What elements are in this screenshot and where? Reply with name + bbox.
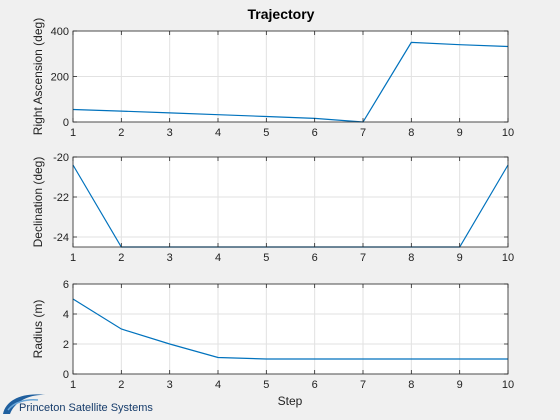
logo-text: Princeton Satellite Systems: [19, 402, 153, 414]
x-tick-label: 1: [70, 252, 76, 264]
x-tick-label: 4: [215, 127, 221, 139]
x-tick-label: 10: [502, 252, 514, 264]
x-tick-label: 5: [263, 379, 269, 391]
x-tick-label: 3: [167, 127, 173, 139]
y-tick-label: 2: [63, 339, 69, 351]
series-line-1: [72, 298, 508, 360]
x-tick-label: 5: [263, 127, 269, 139]
y-tick-label: 0: [63, 369, 69, 381]
x-tick-label: 1: [70, 127, 76, 139]
x-tick-label: 6: [312, 379, 318, 391]
x-tick-label: 7: [360, 127, 366, 139]
x-tick-label: 2: [118, 379, 124, 391]
y-tick-label: -24: [53, 232, 69, 244]
series-line-1: [72, 41, 509, 123]
plot-area: [73, 284, 508, 374]
x-tick-label: 7: [360, 252, 366, 264]
logo-swoosh-accent-icon: [7, 399, 39, 411]
x-tick-label: 8: [408, 127, 414, 139]
x-tick-label: 10: [502, 127, 514, 139]
x-tick-label: 3: [167, 379, 173, 391]
x-tick-label: 9: [457, 252, 463, 264]
subplot-2: 1 2 3 4 5 6 7 8 9 10 -24 -22 -20 Declination (deg): [31, 152, 514, 264]
y-tick-label: -20: [53, 152, 69, 164]
x-tick-label: 4: [215, 379, 221, 391]
y-axis-label: Declination (deg): [31, 157, 45, 248]
y-tick-label: 200: [51, 72, 69, 84]
subplot-3: 1 2 3 4 5 6 7 8 9 10 0 2 4 6 Radius (m): [31, 279, 514, 391]
x-tick-label: 3: [167, 252, 173, 264]
y-axis-label: Right Ascension (deg): [31, 18, 45, 135]
x-tick-label: 10: [502, 379, 514, 391]
x-tick-label: 8: [408, 379, 414, 391]
subplot-1: 1 2 3 4 5 6 7 8 9 10 0 200 400 Right Ascension (deg): [31, 18, 514, 139]
y-tick-label: 4: [63, 309, 69, 321]
axes-box: [72, 283, 509, 375]
y-tick-label: 0: [63, 117, 69, 129]
x-tick-label: 2: [118, 127, 124, 139]
y-tick-label: 400: [51, 26, 69, 38]
x-tick-label: 6: [312, 252, 318, 264]
plot-area: [73, 157, 508, 247]
logo: Princeton Satellite Systems: [3, 394, 153, 414]
y-tick-label: -22: [53, 192, 69, 204]
x-axis-label: Step: [278, 394, 303, 408]
x-tick-label: 9: [457, 127, 463, 139]
x-tick-label: 2: [118, 252, 124, 264]
y-tick-label: 6: [63, 279, 69, 291]
x-tick-label: 5: [263, 252, 269, 264]
y-axis-label: Radius (m): [31, 300, 45, 359]
x-tick-label: 8: [408, 252, 414, 264]
logo-swoosh-icon: [3, 394, 46, 414]
x-tick-label: 7: [360, 379, 366, 391]
x-tick-label: 1: [70, 379, 76, 391]
x-tick-label: 6: [312, 127, 318, 139]
axes-box: [72, 156, 509, 248]
x-tick-label: 4: [215, 252, 221, 264]
figure-title: Trajectory: [248, 6, 315, 22]
x-tick-label: 9: [457, 379, 463, 391]
